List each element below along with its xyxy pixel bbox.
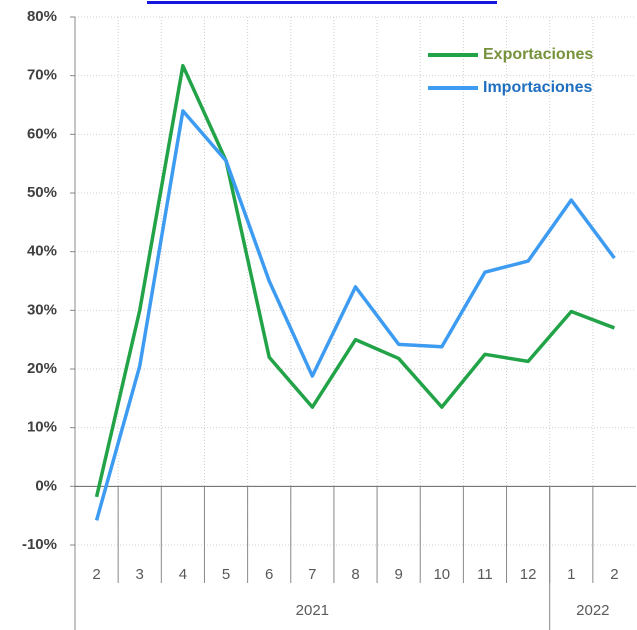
x-tick-label: 4 bbox=[179, 566, 187, 583]
y-tick-label: 30% bbox=[27, 301, 57, 318]
group-label: 2022 bbox=[576, 602, 609, 619]
x-tick-label: 8 bbox=[351, 566, 359, 583]
legend-label: Importaciones bbox=[483, 79, 592, 96]
series-line bbox=[94, 63, 616, 498]
y-tick-label: 0% bbox=[35, 477, 57, 494]
series-line bbox=[94, 109, 616, 521]
y-tick-label: 20% bbox=[27, 360, 57, 377]
y-tick-label: 40% bbox=[27, 243, 57, 260]
y-tick-label: -10% bbox=[22, 536, 57, 553]
y-tick-label: 70% bbox=[27, 67, 57, 84]
x-tick-label: 9 bbox=[394, 566, 402, 583]
x-tick-label: 10 bbox=[433, 566, 450, 583]
x-tick-label: 7 bbox=[308, 566, 316, 583]
x-tick-label: 12 bbox=[520, 566, 537, 583]
y-tick-label: 60% bbox=[27, 125, 57, 142]
x-tick-label: 2 bbox=[610, 566, 618, 583]
x-tick-label: 6 bbox=[265, 566, 273, 583]
x-tick-label: 5 bbox=[222, 566, 230, 583]
x-tick-label: 3 bbox=[136, 566, 144, 583]
title-underline bbox=[147, 1, 497, 4]
y-tick-label: 10% bbox=[27, 419, 57, 436]
x-tick-label: 1 bbox=[567, 566, 575, 583]
y-tick-label: 80% bbox=[27, 8, 57, 25]
x-tick-label: 11 bbox=[477, 566, 493, 583]
legend-label: Exportaciones bbox=[483, 46, 593, 63]
x-tick-label: 2 bbox=[92, 566, 100, 583]
y-tick-label: 50% bbox=[27, 184, 57, 201]
group-label: 2021 bbox=[296, 602, 329, 619]
